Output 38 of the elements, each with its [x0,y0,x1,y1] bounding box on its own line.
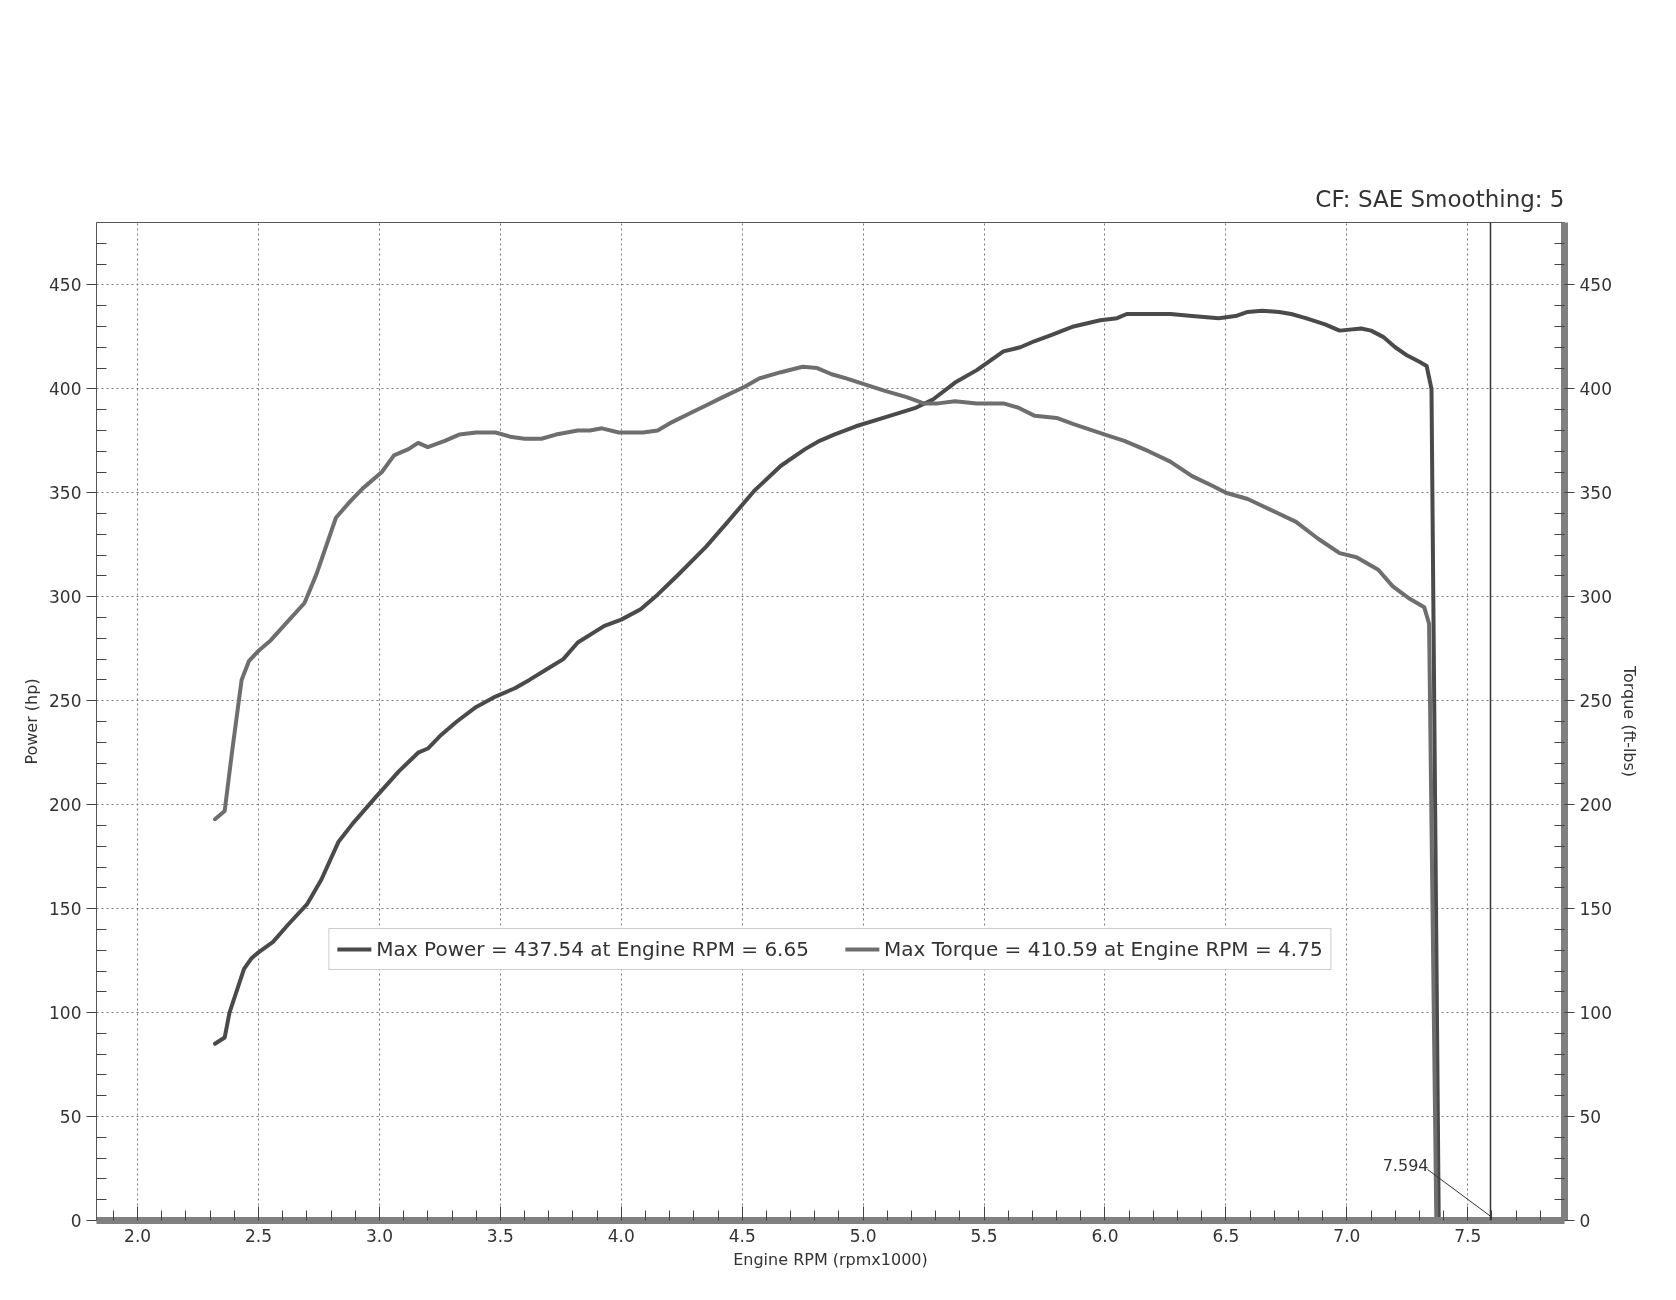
y2-tick-label: 350 [1579,483,1612,504]
y-tick-label: 400 [49,379,82,400]
y2-tick-label: 0 [1579,1211,1591,1231]
y2-tick-label: 300 [1579,587,1612,608]
x-tick-label: 7.0 [1333,1225,1361,1246]
x-tick-label: 6.5 [1212,1225,1240,1246]
x-tick-label: 2.5 [245,1225,273,1246]
y2-tick-label: 450 [1579,275,1612,296]
x-tick-label: 3.0 [365,1225,393,1246]
y-tick-label: 50 [59,1107,82,1128]
y-tick-label: 250 [49,691,82,712]
y-tick-label: 300 [49,587,82,608]
x-tick-label: 2.0 [124,1225,152,1246]
y2-tick-label: 400 [1579,379,1612,400]
y-tick-label: 100 [49,1003,82,1024]
x-tick-label: 6.0 [1091,1225,1119,1246]
x-tick-label: 7.5 [1454,1225,1482,1246]
y-tick-label: 200 [49,795,82,816]
x-tick-label: 4.0 [607,1225,635,1246]
y2-axis-title: Torque (ft-lbs) [1619,664,1639,778]
y-tick-label: 150 [49,899,82,920]
y2-tick-label: 200 [1579,795,1612,816]
y-tick-label: 350 [49,483,82,504]
text: CF: SAE Smoothing: 5 [1315,185,1565,212]
y2-tick-label: 150 [1579,899,1612,920]
y-tick-label: 450 [49,275,82,296]
y-axis-title: Power (hp) [22,678,42,765]
x-tick-label: 4.5 [728,1225,756,1246]
y2-tick-label: 50 [1579,1107,1602,1128]
ref-line-label: 7.594 [1382,1155,1429,1175]
y2-tick-label: 100 [1579,1003,1612,1024]
legend-label: Max Power = 437.54 at Engine RPM = 6.65 [376,937,809,961]
x-axis-title: Engine RPM (rpmx1000) [733,1249,928,1269]
x-tick-label: 5.0 [849,1225,877,1246]
x-tick-label: 3.5 [486,1225,514,1246]
y-tick-label: 0 [70,1211,82,1231]
x-tick-label: 5.5 [970,1225,998,1246]
y2-tick-label: 250 [1579,691,1612,712]
